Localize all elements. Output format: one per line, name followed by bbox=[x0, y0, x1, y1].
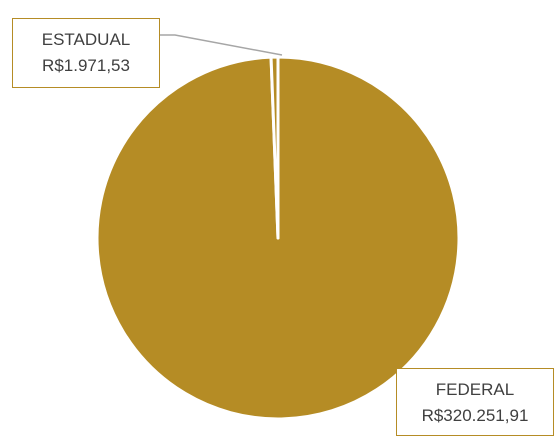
estadual-value-label: R$1.971,53 bbox=[42, 56, 130, 75]
federal-value-label: R$320.251,91 bbox=[421, 406, 529, 425]
pie-slice-estadual bbox=[269, 55, 280, 240]
federal-data-label: FEDERAL R$320.251,91 bbox=[396, 368, 554, 436]
estadual-category-label: ESTADUAL bbox=[41, 30, 131, 49]
estadual-data-label: ESTADUAL R$1.971,53 bbox=[12, 18, 160, 88]
federal-category-label: FEDERAL bbox=[435, 380, 515, 399]
estadual-leader-line bbox=[160, 34, 283, 56]
